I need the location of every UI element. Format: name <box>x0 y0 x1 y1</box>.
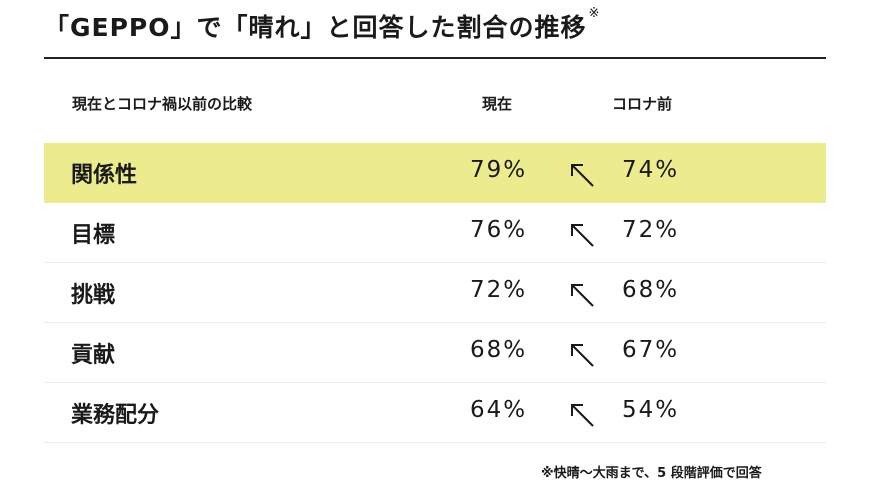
before-value: 74% <box>622 157 680 183</box>
comparison-table: 関係性 79% 74% 目標 76% 72% 挑戦 72% 68% 貢献 68% 67% 業務配分 64%… <box>44 143 826 443</box>
table-row: 目標 76% 72% <box>44 203 826 263</box>
before-value: 68% <box>622 277 680 303</box>
arrow-up-left-icon <box>571 224 594 247</box>
arrow-up-left-icon <box>571 284 594 307</box>
table-row: 貢献 68% 67% <box>44 323 826 383</box>
current-value: 76% <box>470 217 528 243</box>
column-header-before: コロナ前 <box>612 95 673 113</box>
table-row: 業務配分 64% 54% <box>44 383 826 443</box>
footnote: ※快晴～大雨まで、5 段階評価で回答 <box>541 466 762 481</box>
before-value: 72% <box>622 217 680 243</box>
current-value: 79% <box>470 157 528 183</box>
title-footnote-mark: ※ <box>588 6 601 21</box>
row-label: 業務配分 <box>71 403 160 428</box>
arrow-up-left-icon <box>571 404 594 427</box>
current-value: 64% <box>470 397 528 423</box>
title-divider <box>44 57 826 59</box>
chart-title: 「GEPPO」で「晴れ」と回答した割合の推移 ※ <box>44 6 601 44</box>
row-label: 挑戦 <box>71 283 116 308</box>
row-label: 目標 <box>71 223 116 248</box>
chart-title-text: 「GEPPO」で「晴れ」と回答した割合の推移 <box>44 13 587 42</box>
row-label: 関係性 <box>71 163 138 188</box>
current-value: 68% <box>470 337 528 363</box>
row-label: 貢献 <box>71 343 116 368</box>
arrow-up-left-icon <box>571 164 594 187</box>
table-row: 関係性 79% 74% <box>44 143 826 203</box>
before-value: 67% <box>622 337 680 363</box>
before-value: 54% <box>622 397 680 423</box>
table-row: 挑戦 72% 68% <box>44 263 826 323</box>
column-header-label: 現在とコロナ禍以前の比較 <box>72 95 253 113</box>
column-header-current: 現在 <box>482 95 513 113</box>
current-value: 72% <box>470 277 528 303</box>
arrow-up-left-icon <box>571 344 594 367</box>
